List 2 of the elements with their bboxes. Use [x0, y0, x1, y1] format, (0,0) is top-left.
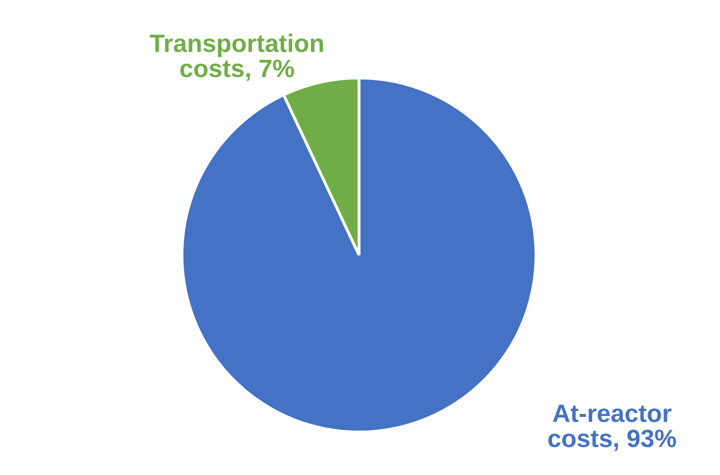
slice-label: At-reactor costs, 93%	[548, 404, 676, 451]
slice-label: Transportation costs, 7%	[150, 34, 323, 81]
